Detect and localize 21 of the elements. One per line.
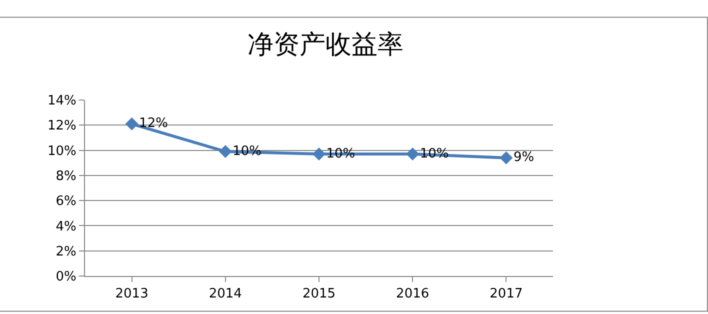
data-label: 12% [139, 116, 168, 132]
x-tick-label: 2016 [396, 286, 430, 302]
chart-title: 净资产收益率 [248, 30, 404, 60]
point [406, 148, 420, 161]
y-tick-label: 2% [56, 244, 76, 260]
y-tick-label: 12% [47, 118, 76, 134]
y-tick-label: 0% [56, 270, 76, 285]
point [312, 148, 326, 161]
point [500, 151, 513, 164]
y-tick-label: 14% [47, 94, 76, 109]
data-label: 9% [513, 150, 534, 166]
y-tick-label: 8% [56, 168, 76, 184]
x-tick-label: 2013 [115, 286, 148, 302]
y-tick-label: 10% [47, 144, 76, 159]
y-tick-label: 4% [56, 219, 76, 234]
x-tick-label: 2017 [490, 286, 523, 302]
point [218, 145, 232, 158]
x-tick-label: 2014 [208, 286, 242, 302]
point [125, 117, 138, 130]
x-tick-label: 2015 [302, 286, 336, 302]
y-tick-label: 6% [56, 194, 76, 210]
